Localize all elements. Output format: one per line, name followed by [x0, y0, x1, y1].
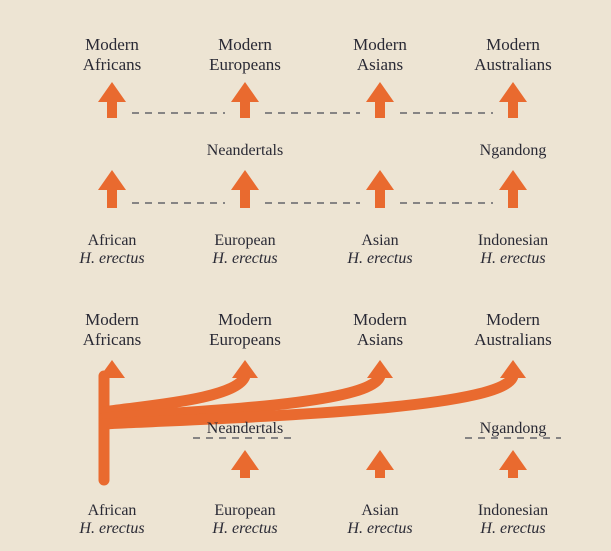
top-intermediate-label-3: Ngandong — [443, 142, 583, 160]
bottom-erectus-label-0: AfricanH. erectus — [42, 502, 182, 539]
arrows-svg — [0, 0, 611, 551]
top-modern-label-2: ModernAsians — [310, 35, 450, 74]
top-modern-label-3: ModernAustralians — [443, 35, 583, 74]
top-modern-label-0: ModernAfricans — [42, 35, 182, 74]
top-intermediate-label-1: Neandertals — [175, 142, 315, 160]
top-erectus-label-1: EuropeanH. erectus — [175, 232, 315, 269]
bottom-intermediate-label-3: Ngandong — [443, 420, 583, 438]
bottom-erectus-label-3: IndonesianH. erectus — [443, 502, 583, 539]
evolution-diagram: ModernAfricansModernEuropeansModernAsian… — [0, 0, 611, 551]
bottom-intermediate-label-1: Neandertals — [175, 420, 315, 438]
bottom-erectus-label-2: AsianH. erectus — [310, 502, 450, 539]
bottom-modern-label-2: ModernAsians — [310, 310, 450, 349]
top-erectus-label-3: IndonesianH. erectus — [443, 232, 583, 269]
top-erectus-label-0: AfricanH. erectus — [42, 232, 182, 269]
top-erectus-label-2: AsianH. erectus — [310, 232, 450, 269]
bottom-modern-label-0: ModernAfricans — [42, 310, 182, 349]
bottom-modern-label-1: ModernEuropeans — [175, 310, 315, 349]
bottom-erectus-label-1: EuropeanH. erectus — [175, 502, 315, 539]
top-modern-label-1: ModernEuropeans — [175, 35, 315, 74]
bottom-modern-label-3: ModernAustralians — [443, 310, 583, 349]
